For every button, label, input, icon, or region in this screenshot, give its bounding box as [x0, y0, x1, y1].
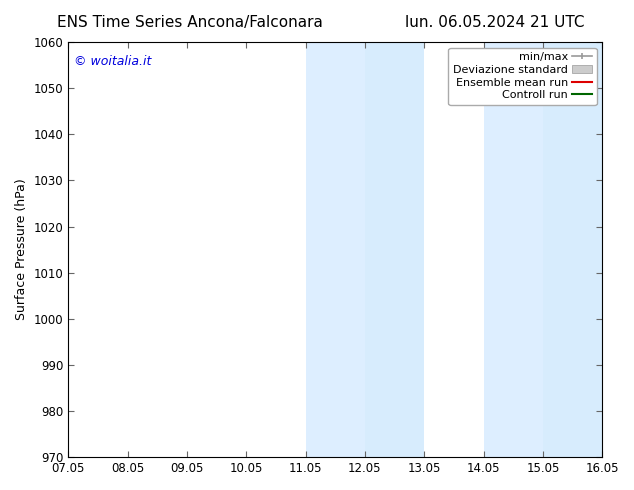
Bar: [543, 42, 602, 457]
Text: © woitalia.it: © woitalia.it: [74, 54, 151, 68]
Text: ENS Time Series Ancona/Falconara: ENS Time Series Ancona/Falconara: [57, 15, 323, 30]
Bar: [365, 42, 424, 457]
Bar: [484, 42, 602, 457]
Text: lun. 06.05.2024 21 UTC: lun. 06.05.2024 21 UTC: [404, 15, 585, 30]
Legend: min/max, Deviazione standard, Ensemble mean run, Controll run: min/max, Deviazione standard, Ensemble m…: [448, 48, 597, 105]
Bar: [306, 42, 424, 457]
Y-axis label: Surface Pressure (hPa): Surface Pressure (hPa): [15, 179, 28, 320]
